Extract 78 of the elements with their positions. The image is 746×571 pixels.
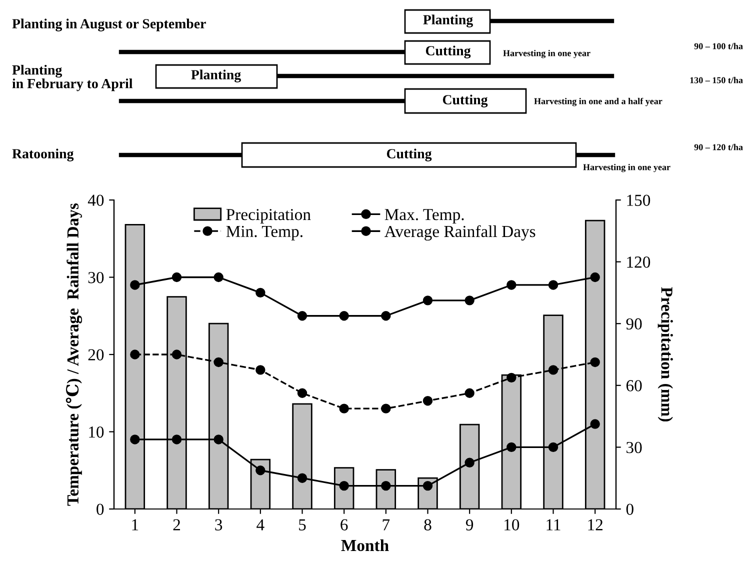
text: 130 – 150 t/ha — [690, 76, 743, 84]
point — [172, 272, 182, 282]
point — [172, 350, 182, 360]
x-tick-label: 2 — [173, 519, 180, 530]
point — [214, 272, 224, 282]
point — [381, 311, 391, 321]
text: Planting in February to April — [12, 64, 133, 92]
x-tick-label: 5 — [299, 519, 306, 530]
point — [172, 434, 182, 444]
y-tick-label: 40 — [88, 194, 104, 206]
legend-label: Max. Temp. — [384, 209, 464, 224]
x-tick-label: 1 — [132, 519, 138, 530]
text: Cutting — [386, 148, 432, 162]
point — [506, 372, 516, 383]
point — [506, 442, 516, 452]
x-tick-label: 8 — [424, 519, 432, 530]
x-tick-label: 6 — [340, 519, 348, 530]
text: Planting in August or September — [12, 18, 206, 32]
y2-tick-label: 120 — [627, 256, 650, 268]
point — [256, 365, 266, 375]
text: Planting — [423, 14, 473, 28]
text: 90 – 120 t/ha — [694, 144, 743, 150]
text: Harvesting in one and a half year — [534, 98, 662, 106]
point — [548, 442, 558, 452]
legend-label: Min. Temp. — [226, 226, 302, 240]
point — [464, 458, 474, 468]
y-tick-label: 0 — [96, 504, 104, 515]
point — [422, 396, 433, 406]
point — [297, 311, 308, 321]
y2-tick-label: 60 — [626, 380, 642, 392]
point — [464, 388, 474, 398]
point — [214, 434, 224, 444]
point — [339, 404, 349, 414]
y2-tick-label: 150 — [627, 194, 650, 206]
point — [590, 357, 600, 368]
x-tick-label: 9 — [466, 519, 474, 530]
y2-tick-label: 30 — [626, 442, 642, 454]
text: Ratooning — [12, 148, 74, 162]
text: 90 – 100 t/ha — [694, 42, 743, 50]
point — [590, 419, 600, 429]
y-tick-label: 10 — [89, 426, 104, 438]
y-tick-label: 20 — [88, 349, 104, 360]
x-tick-label: 12 — [588, 519, 602, 530]
point — [130, 280, 140, 290]
text: Harvesting in one year — [583, 164, 670, 172]
legend-label: Average Rainfall Days — [384, 225, 536, 241]
text: Cutting — [442, 94, 488, 108]
point — [130, 434, 140, 444]
x-tick-label: 4 — [256, 519, 264, 530]
point — [214, 357, 224, 368]
text: Cutting — [426, 46, 471, 58]
y2-tick-label: 0 — [626, 504, 634, 515]
x-tick-label: 11 — [546, 519, 560, 530]
x-tick-label: 7 — [382, 519, 390, 530]
point — [548, 365, 558, 375]
y2-tick-label: 90 — [626, 318, 642, 330]
text: Harvesting in one year — [503, 50, 590, 58]
text: Planting — [191, 70, 241, 82]
x-tick-label: 10 — [504, 519, 520, 530]
legend-label: Precipitation — [226, 208, 311, 224]
point — [256, 466, 266, 476]
x-tick-label: 3 — [215, 519, 222, 530]
point — [256, 288, 266, 298]
point — [297, 388, 308, 398]
point — [506, 280, 516, 290]
point — [130, 350, 140, 360]
point — [464, 296, 474, 306]
point — [381, 404, 391, 414]
point — [422, 480, 433, 491]
point — [590, 272, 600, 282]
point — [339, 311, 349, 321]
point — [297, 473, 308, 483]
point — [548, 280, 558, 290]
x-axis-title: Month — [341, 539, 389, 552]
y-tick-label: 30 — [88, 272, 104, 284]
y2-axis-title: Precipitation (mm) — [658, 287, 673, 422]
y-axis-title: Temperature (℃) / Average Rainfall Days — [66, 203, 82, 506]
point — [422, 296, 433, 306]
